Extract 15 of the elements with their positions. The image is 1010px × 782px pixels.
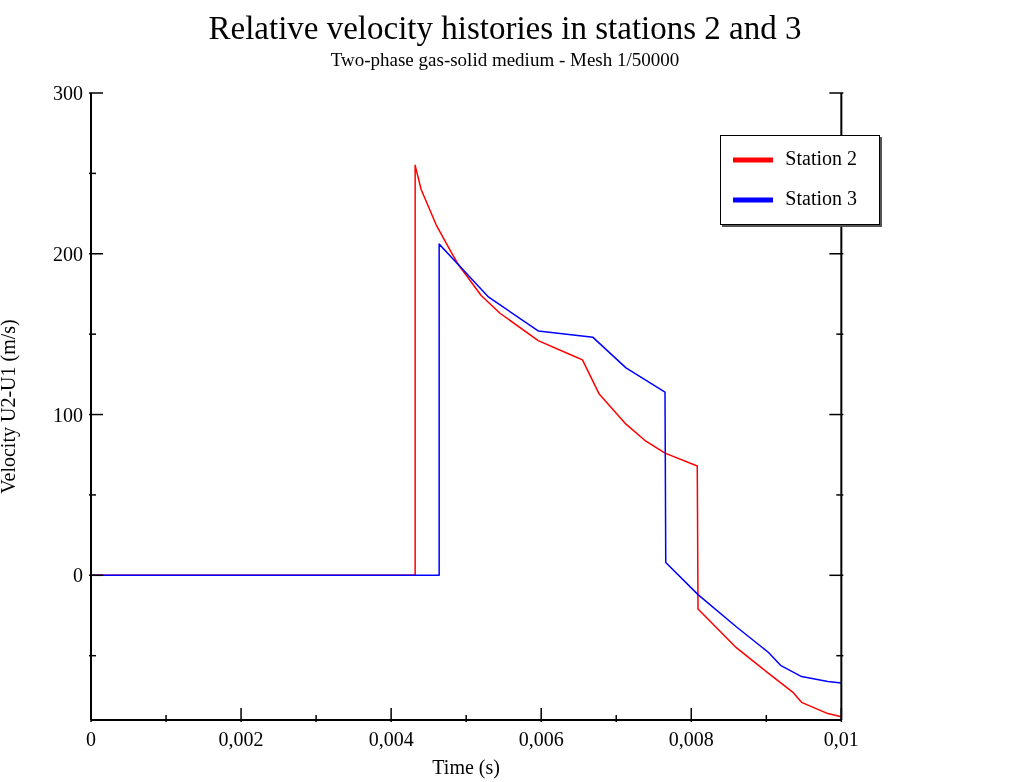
legend-label: Station 3 (785, 186, 857, 209)
x-axis-title: Time (s) (432, 756, 500, 779)
chart-title: Relative velocity histories in stations 2 and 3 (207, 9, 803, 48)
x-tick-label: 0,01 (823, 728, 859, 750)
y-tick-label: 300 (53, 82, 83, 104)
x-tick-label: 0,006 (518, 728, 564, 750)
x-tick-label: 0,008 (668, 728, 714, 750)
legend-label: Station 2 (785, 146, 857, 169)
y-tick-label: 100 (53, 403, 83, 426)
x-tick-label: 0,002 (218, 728, 264, 750)
y-axis-title: Velocity U2-U1 (m/s) (0, 319, 21, 494)
chart-subtitle: Two-phase gas-solid medium - Mesh 1/50000 (329, 48, 681, 72)
x-tick-label: 0,004 (368, 728, 414, 750)
y-tick-label: 0 (73, 564, 83, 587)
y-tick-label: 200 (53, 242, 83, 265)
